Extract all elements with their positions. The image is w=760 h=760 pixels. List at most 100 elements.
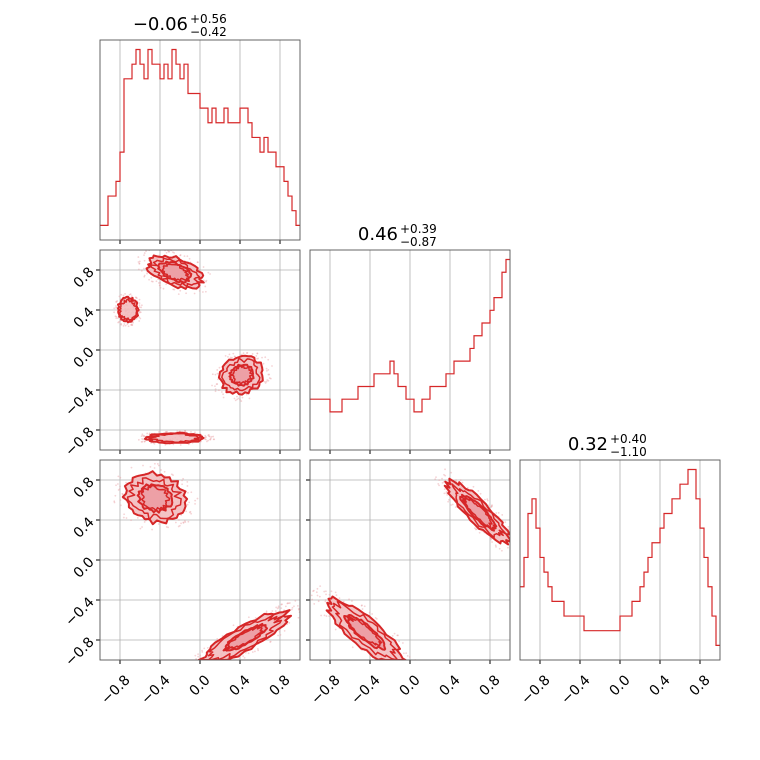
sample-point [276,607,279,610]
sample-point [173,288,176,291]
sample-point [372,661,374,663]
sample-point [412,664,414,666]
sample-point [438,479,441,481]
sample-point [271,610,274,612]
sample-point [121,492,124,495]
sample-point [288,621,291,624]
x-tick-label: −0.8 [518,672,553,707]
sample-point [205,671,207,673]
sample-point [266,379,269,381]
sample-point [281,603,283,606]
sample-point [233,355,236,358]
sample-point [404,661,406,663]
sample-point [115,307,118,309]
sample-point [441,477,443,480]
sample-point [451,503,454,506]
sample-point [205,663,207,665]
sample-point [507,546,509,549]
sample-point [319,585,322,588]
panel-border [309,459,511,661]
x-tick-label: 0.4 [437,672,464,699]
sample-point [140,306,143,309]
sample-point [312,589,315,592]
sample-point [514,554,516,556]
histogram-0 [100,48,300,226]
param-title-2: 0.32 +0.40−1.10 [568,432,647,459]
hist-panel-2: −0.8 −0.4 0.0 0.4 0.8 0.32 +0.40−1.10 [518,432,721,708]
sample-point [401,642,404,644]
sample-point [206,647,209,649]
sample-point [214,390,217,393]
sample-point [514,533,516,535]
sample-point [242,352,245,355]
sample-point [216,383,219,385]
sample-point [293,605,295,608]
sample-point [122,324,125,327]
sample-point [374,617,377,619]
sample-point [138,262,141,265]
sample-point [143,440,146,443]
sample-point [163,470,166,473]
sample-point [138,311,141,314]
sample-point [414,667,416,669]
contour-panel-1: −0.8−0.8−0.4−0.40.00.00.40.40.80.8 [62,459,301,708]
sample-point [172,443,175,446]
title-value: 0.46 [358,224,398,245]
y-tick-label: 0.8 [71,264,98,291]
sample-point [325,615,328,617]
sample-point [277,605,280,608]
sample-point [157,523,160,525]
sample-point [490,538,493,541]
sample-point [265,369,268,372]
sample-point [486,498,489,501]
sample-point [450,471,453,474]
sample-point [516,536,518,538]
sample-point [182,521,185,524]
sample-point [271,365,273,367]
sample-point [196,261,199,264]
sample-point [115,317,118,320]
sample-point [264,356,267,359]
sample-point [228,353,231,356]
sample-point [247,616,250,619]
sample-point [239,398,241,401]
panel-border [519,459,721,661]
sample-point [124,292,126,295]
sample-point [217,378,219,381]
sample-point [197,261,199,264]
sample-point [140,304,143,307]
sample-point [115,306,118,309]
sample-point [494,544,497,547]
sample-point [389,672,391,674]
sample-point [396,634,399,637]
y-tick-label: −0.8 [62,634,97,669]
sample-point [334,591,337,594]
sample-point [128,293,131,296]
sample-point [237,397,240,400]
sample-point [138,262,141,265]
sample-point [324,590,327,593]
sample-point [244,651,247,654]
sample-point [289,602,291,604]
sample-point [199,432,202,435]
sample-point [115,484,117,487]
sample-point [205,667,207,669]
sample-point [143,435,146,438]
panel-border [309,249,511,451]
sample-point [214,385,216,388]
contour-inner-2-1 [231,364,254,385]
sample-point [176,430,179,433]
sample-point [375,617,378,620]
sample-point [132,321,134,324]
sample-point [489,537,492,540]
sample-point [363,605,366,608]
sample-point [172,474,174,476]
sample-point [279,633,282,636]
y-tick-label: 0.0 [71,344,98,371]
sample-point [267,379,270,382]
x-tick-label: −0.4 [348,672,383,707]
sample-point [140,435,143,437]
panel-border [99,249,301,451]
sample-point [114,315,117,318]
